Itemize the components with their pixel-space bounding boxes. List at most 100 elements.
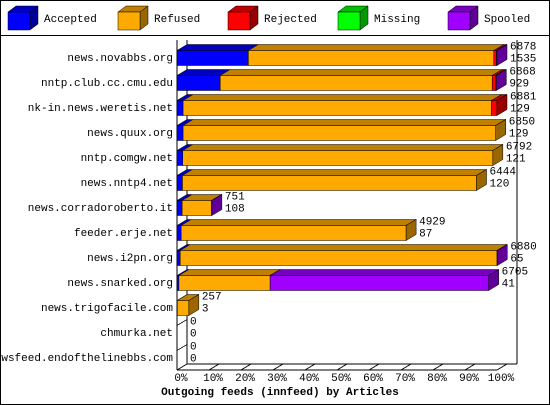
y-tick-label: nk-in.news.weretis.net: [28, 103, 173, 115]
x-tick: [272, 363, 284, 371]
y-tick-label: news.nntp4.net: [81, 178, 173, 190]
bar: [219, 75, 493, 91]
y-tick-label: news.quux.org: [87, 128, 173, 140]
y-tick-label: nntp.club.cc.cmu.edu: [41, 78, 173, 90]
value-label: 6792: [506, 141, 532, 153]
x-tick-label: 70%: [395, 373, 415, 385]
x-tick-label: 90%: [459, 373, 479, 385]
x-tick: [400, 363, 412, 371]
x-tick: [176, 363, 188, 371]
bar-top: [176, 319, 188, 326]
bar: [176, 125, 184, 141]
value-label: 6705: [502, 266, 528, 278]
value-label: 6878: [510, 41, 536, 53]
bar-top: [181, 169, 488, 176]
bar-top: [247, 44, 505, 51]
legend-label: Rejected: [264, 14, 317, 26]
bar-side: [211, 194, 223, 216]
bar: [176, 250, 181, 266]
bar-side: [495, 119, 506, 141]
value-label: 0: [190, 353, 197, 365]
bar: [180, 225, 407, 241]
value-label: 0: [190, 328, 197, 340]
x-axis-label: Outgoing feeds (innfeed) by Articles: [161, 387, 399, 399]
bar: [182, 125, 496, 141]
legend-label: Refused: [154, 14, 200, 26]
bar: [176, 75, 221, 91]
value-label: 6850: [509, 116, 535, 128]
legend-label: Accepted: [44, 14, 97, 26]
bar-side: [496, 94, 508, 116]
value-label: 120: [490, 178, 510, 190]
bar-top: [219, 69, 504, 76]
bar-side: [188, 294, 200, 316]
bar-top: [181, 144, 504, 151]
bar-top: [176, 344, 188, 351]
bar: [182, 150, 494, 166]
value-label: 41: [502, 278, 516, 290]
bar-side: [488, 269, 499, 291]
bar-top: [180, 219, 418, 226]
y-tick-label: news.trigofacile.com: [41, 303, 173, 315]
bar: [179, 250, 498, 266]
y-tick-label: chmurka.net: [100, 328, 173, 340]
bar: [176, 225, 182, 241]
bar: [176, 200, 183, 216]
legend-swatch: [227, 11, 251, 31]
y-tick-label: feeder.erje.net: [74, 228, 173, 240]
value-label: 108: [225, 203, 245, 215]
x-tick-label: 100%: [488, 373, 515, 385]
bar: [176, 275, 180, 291]
legend-swatch: [117, 11, 141, 31]
value-label: 4929: [419, 216, 445, 228]
x-tick-label: 30%: [267, 373, 287, 385]
bar: [493, 50, 497, 66]
bar-side: [497, 244, 508, 266]
value-label: 0: [190, 341, 197, 353]
value-label: 6868: [509, 66, 535, 78]
value-label: 751: [225, 191, 245, 203]
bar-side: [476, 169, 487, 191]
x-tick: [304, 363, 316, 371]
bar-top: [179, 244, 508, 251]
value-label: 129: [509, 128, 529, 140]
value-label: 87: [419, 228, 432, 240]
bar-top: [176, 44, 260, 51]
legend-label: Spooled: [484, 14, 530, 26]
bar-top: [182, 94, 503, 101]
y-tick-label: news.corradoroberto.it: [28, 203, 173, 215]
value-label: 129: [510, 103, 530, 115]
bar: [182, 100, 492, 116]
y-tick-label: nntp.comgw.net: [81, 153, 173, 165]
bar-top: [269, 269, 500, 276]
bar: [269, 275, 489, 291]
value-label: 65: [510, 253, 523, 265]
legend-swatch: [447, 11, 471, 31]
bar: [178, 275, 271, 291]
value-label: 1535: [510, 53, 536, 65]
x-tick: [496, 363, 508, 371]
x-tick: [208, 363, 220, 371]
bar: [248, 50, 495, 66]
bar-side: [405, 219, 417, 241]
value-label: 6880: [510, 241, 536, 253]
bar: [176, 150, 184, 166]
value-label: 121: [506, 153, 526, 165]
x-tick-label: 50%: [331, 373, 351, 385]
bar-top: [182, 119, 507, 126]
value-label: 929: [509, 78, 529, 90]
legend-swatch: [337, 11, 361, 31]
value-label: 6444: [490, 166, 517, 178]
value-label: 257: [202, 291, 222, 303]
bar: [177, 300, 190, 316]
bar: [491, 75, 496, 91]
x-tick-label: 0%: [174, 373, 188, 385]
bar: [176, 175, 183, 191]
y-tick-label: news.i2pn.org: [87, 253, 173, 265]
y-tick-label: news.novabbs.org: [67, 53, 173, 65]
bar-side: [496, 44, 508, 66]
x-tick: [432, 363, 444, 371]
